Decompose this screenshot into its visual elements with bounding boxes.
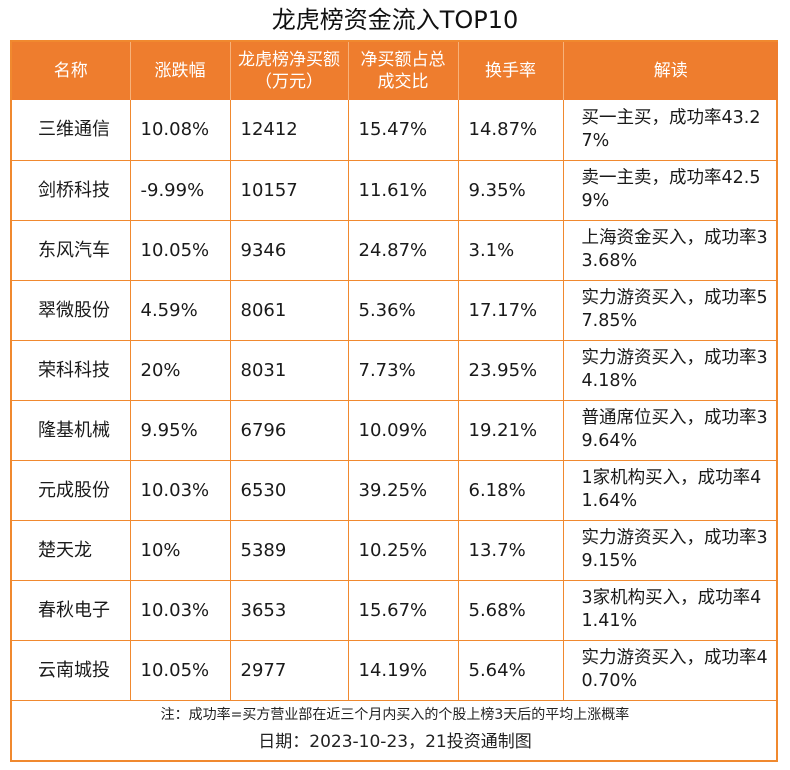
net-buy-cell: 12412 bbox=[230, 100, 349, 161]
change-cell: 10.05% bbox=[130, 640, 231, 701]
column-header-name: 名称 bbox=[12, 42, 131, 100]
table-row: 云南城投 10.05% 2977 14.19% 5.64% 实力游资买入，成功率… bbox=[12, 640, 778, 701]
interpretation-cell: 买一主买，成功率43.27% bbox=[563, 100, 778, 161]
stock-name: 云南城投 bbox=[12, 640, 131, 701]
ratio-cell: 15.47% bbox=[348, 100, 459, 161]
net-buy-cell: 3653 bbox=[230, 580, 349, 641]
turnover-cell: 23.95% bbox=[458, 340, 564, 401]
stock-name: 春秋电子 bbox=[12, 580, 131, 641]
stock-name: 楚天龙 bbox=[12, 520, 131, 581]
column-header-change: 涨跌幅 bbox=[130, 42, 231, 100]
stock-name: 三维通信 bbox=[12, 100, 131, 161]
change-cell: 20% bbox=[130, 340, 231, 401]
turnover-cell: 19.21% bbox=[458, 400, 564, 461]
net-buy-cell: 6530 bbox=[230, 460, 349, 521]
column-header-net-buy: 龙虎榜净买额（万元） bbox=[230, 42, 349, 100]
net-buy-cell: 2977 bbox=[230, 640, 349, 701]
net-buy-cell: 8031 bbox=[230, 340, 349, 401]
table-row: 剑桥科技 -9.99% 10157 11.61% 9.35% 卖一主卖，成功率4… bbox=[12, 160, 778, 221]
ratio-cell: 5.36% bbox=[348, 280, 459, 341]
change-cell: 4.59% bbox=[130, 280, 231, 341]
interpretation-cell: 普通席位买入，成功率39.64% bbox=[563, 400, 778, 461]
ratio-cell: 10.25% bbox=[348, 520, 459, 581]
net-buy-cell: 9346 bbox=[230, 220, 349, 281]
ratio-cell: 39.25% bbox=[348, 460, 459, 521]
interpretation-cell: 实力游资买入，成功率39.15% bbox=[563, 520, 778, 581]
ratio-cell: 7.73% bbox=[348, 340, 459, 401]
ratio-cell: 24.87% bbox=[348, 220, 459, 281]
change-cell: 10% bbox=[130, 520, 231, 581]
table-row: 荣科科技 20% 8031 7.73% 23.95% 实力游资买入，成功率34.… bbox=[12, 340, 778, 401]
net-buy-cell: 5389 bbox=[230, 520, 349, 581]
net-buy-cell: 10157 bbox=[230, 160, 349, 221]
turnover-cell: 5.68% bbox=[458, 580, 564, 641]
table-row: 元成股份 10.03% 6530 39.25% 6.18% 1家机构买入，成功率… bbox=[12, 460, 778, 521]
table-row: 三维通信 10.08% 12412 15.47% 14.87% 买一主买，成功率… bbox=[12, 100, 778, 161]
interpretation-cell: 实力游资买入，成功率34.18% bbox=[563, 340, 778, 401]
interpretation-cell: 1家机构买入，成功率41.64% bbox=[563, 460, 778, 521]
table-row: 春秋电子 10.03% 3653 15.67% 5.68% 3家机构买入，成功率… bbox=[12, 580, 778, 641]
interpretation-cell: 上海资金买入，成功率33.68% bbox=[563, 220, 778, 281]
table-row: 隆基机械 9.95% 6796 10.09% 19.21% 普通席位买入，成功率… bbox=[12, 400, 778, 461]
ratio-cell: 15.67% bbox=[348, 580, 459, 641]
turnover-cell: 5.64% bbox=[458, 640, 564, 701]
net-buy-cell: 6796 bbox=[230, 400, 349, 461]
stock-name: 东风汽车 bbox=[12, 220, 131, 281]
date-line: 日期：2023-10-23，21投资通制图 bbox=[258, 732, 532, 752]
dragon-tiger-table: 名称 涨跌幅 龙虎榜净买额（万元） 净买额占总成交比 换手率 解读 三维通信 1… bbox=[12, 42, 778, 701]
interpretation-cell: 实力游资买入，成功率40.70% bbox=[563, 640, 778, 701]
stock-name: 荣科科技 bbox=[12, 340, 131, 401]
column-header-interpretation: 解读 bbox=[563, 42, 778, 100]
turnover-cell: 17.17% bbox=[458, 280, 564, 341]
table-row: 楚天龙 10% 5389 10.25% 13.7% 实力游资买入，成功率39.1… bbox=[12, 520, 778, 581]
stock-name: 翠微股份 bbox=[12, 280, 131, 341]
ratio-cell: 10.09% bbox=[348, 400, 459, 461]
change-cell: 10.03% bbox=[130, 580, 231, 641]
stock-name: 元成股份 bbox=[12, 460, 131, 521]
stock-name: 剑桥科技 bbox=[12, 160, 131, 221]
table-row: 东风汽车 10.05% 9346 24.87% 3.1% 上海资金买入，成功率3… bbox=[12, 220, 778, 281]
table-row: 翠微股份 4.59% 8061 5.36% 17.17% 实力游资买入，成功率5… bbox=[12, 280, 778, 341]
column-header-turnover: 换手率 bbox=[458, 42, 564, 100]
change-cell: -9.99% bbox=[130, 160, 231, 221]
column-header-ratio: 净买额占总成交比 bbox=[348, 42, 459, 100]
ratio-cell: 14.19% bbox=[348, 640, 459, 701]
turnover-cell: 3.1% bbox=[458, 220, 564, 281]
change-cell: 9.95% bbox=[130, 400, 231, 461]
turnover-cell: 6.18% bbox=[458, 460, 564, 521]
interpretation-cell: 3家机构买入，成功率41.41% bbox=[563, 580, 778, 641]
interpretation-cell: 卖一主卖，成功率42.59% bbox=[563, 160, 778, 221]
table-header-row: 名称 涨跌幅 龙虎榜净买额（万元） 净买额占总成交比 换手率 解读 bbox=[12, 42, 778, 100]
turnover-cell: 9.35% bbox=[458, 160, 564, 221]
change-cell: 10.05% bbox=[130, 220, 231, 281]
turnover-cell: 14.87% bbox=[458, 100, 564, 161]
change-cell: 10.03% bbox=[130, 460, 231, 521]
stock-name: 隆基机械 bbox=[12, 400, 131, 461]
change-cell: 10.08% bbox=[130, 100, 231, 161]
turnover-cell: 13.7% bbox=[458, 520, 564, 581]
footnote: 注：成功率=买方营业部在近三个月内买入的个股上榜3天后的平均上涨概率 bbox=[160, 707, 630, 723]
ratio-cell: 11.61% bbox=[348, 160, 459, 221]
page-title: 龙虎榜资金流入TOP10 bbox=[271, 6, 519, 34]
net-buy-cell: 8061 bbox=[230, 280, 349, 341]
interpretation-cell: 实力游资买入，成功率57.85% bbox=[563, 280, 778, 341]
